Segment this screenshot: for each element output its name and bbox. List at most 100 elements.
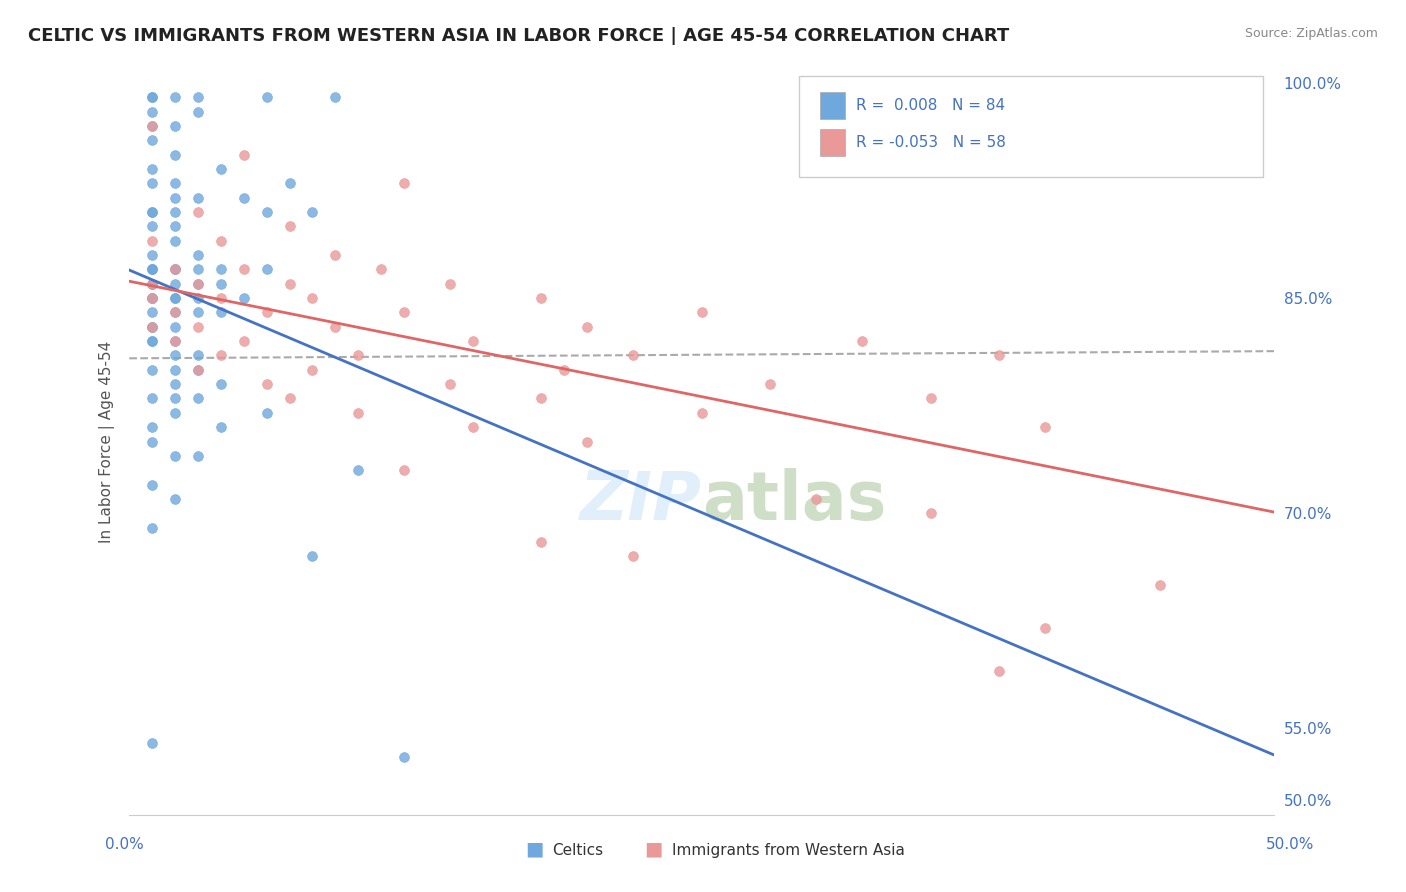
Point [187, 205, 209, 219]
Point [256, 90, 278, 104]
Point [209, 161, 232, 176]
Point [141, 176, 163, 190]
Point [187, 305, 209, 319]
Point [141, 392, 163, 406]
Text: Immigrants from Western Asia: Immigrants from Western Asia [672, 843, 905, 857]
Point [141, 434, 163, 449]
Point [141, 736, 163, 750]
Point [141, 262, 163, 277]
Point [301, 291, 323, 305]
Point [141, 291, 163, 305]
Point [187, 348, 209, 362]
Point [163, 491, 186, 506]
Point [461, 420, 484, 434]
Point [256, 406, 278, 420]
Point [141, 234, 163, 248]
Point [301, 549, 323, 564]
Point [163, 262, 186, 277]
Point [690, 406, 713, 420]
Point [141, 90, 163, 104]
Point [141, 291, 163, 305]
Point [232, 334, 254, 348]
Point [553, 363, 575, 377]
Point [256, 205, 278, 219]
Point [301, 205, 323, 219]
Point [323, 90, 346, 104]
FancyBboxPatch shape [820, 129, 845, 156]
Point [347, 463, 370, 477]
Point [461, 334, 484, 348]
Text: ZIP: ZIP [579, 468, 702, 534]
Point [392, 463, 415, 477]
Point [163, 191, 186, 205]
Point [141, 90, 163, 104]
Point [392, 750, 415, 764]
Point [209, 377, 232, 392]
Point [187, 277, 209, 291]
Point [1033, 420, 1056, 434]
Point [232, 191, 254, 205]
FancyBboxPatch shape [799, 76, 1263, 177]
Point [187, 277, 209, 291]
Text: 0.0%: 0.0% [105, 838, 145, 852]
Point [163, 147, 186, 161]
Point [232, 291, 254, 305]
Point [1033, 621, 1056, 635]
Point [163, 406, 186, 420]
Point [141, 205, 163, 219]
Y-axis label: In Labor Force | Age 45-54: In Labor Force | Age 45-54 [100, 341, 115, 542]
Point [141, 262, 163, 277]
Point [163, 119, 186, 133]
Point [530, 392, 553, 406]
Point [141, 334, 163, 348]
Point [163, 392, 186, 406]
Point [163, 176, 186, 190]
Point [141, 319, 163, 334]
Point [301, 363, 323, 377]
Point [621, 348, 644, 362]
Point [163, 305, 186, 319]
Point [209, 277, 232, 291]
Point [141, 319, 163, 334]
Point [576, 319, 599, 334]
Point [323, 319, 346, 334]
Point [256, 262, 278, 277]
Point [1149, 578, 1171, 592]
Point [576, 434, 599, 449]
Point [163, 291, 186, 305]
Point [209, 234, 232, 248]
Point [141, 133, 163, 147]
Point [141, 291, 163, 305]
Point [920, 392, 942, 406]
Point [920, 506, 942, 520]
Point [163, 348, 186, 362]
Point [141, 277, 163, 291]
Point [209, 348, 232, 362]
Point [163, 205, 186, 219]
Point [187, 392, 209, 406]
Point [323, 248, 346, 262]
Point [163, 291, 186, 305]
Point [141, 477, 163, 491]
Point [759, 377, 782, 392]
Point [141, 219, 163, 234]
Text: Source: ZipAtlas.com: Source: ZipAtlas.com [1244, 27, 1378, 40]
Text: Celtics: Celtics [553, 843, 603, 857]
Point [163, 219, 186, 234]
Point [163, 277, 186, 291]
Point [163, 262, 186, 277]
Point [690, 305, 713, 319]
Point [530, 535, 553, 549]
Point [232, 262, 254, 277]
Point [187, 319, 209, 334]
Point [278, 277, 301, 291]
Text: R =  0.008   N = 84: R = 0.008 N = 84 [856, 97, 1005, 112]
Text: ■: ■ [644, 839, 664, 858]
Point [256, 377, 278, 392]
Point [804, 491, 827, 506]
Point [530, 291, 553, 305]
Point [141, 277, 163, 291]
Point [209, 420, 232, 434]
Point [187, 449, 209, 463]
Text: R = -0.053   N = 58: R = -0.053 N = 58 [856, 135, 1007, 150]
